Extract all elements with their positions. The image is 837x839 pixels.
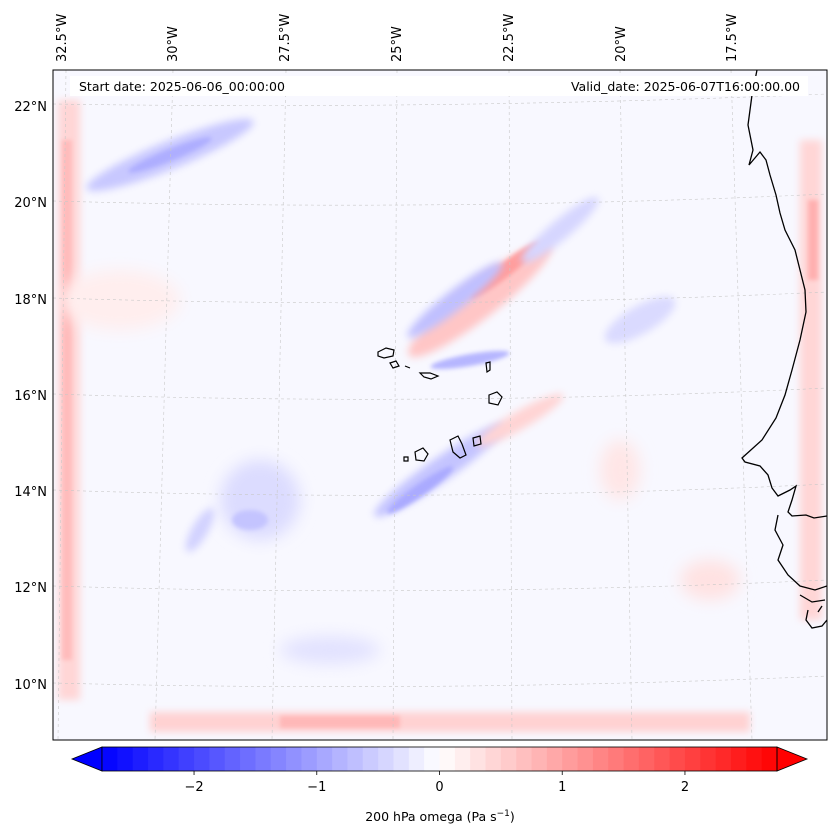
lat-label: 22°N	[14, 100, 47, 115]
lat-label: 14°N	[14, 485, 47, 500]
coastline-west-africa	[741, 70, 827, 519]
map-panel	[53, 70, 827, 740]
colorbar-segment	[746, 747, 763, 771]
island-santo-antao	[377, 347, 395, 359]
cape-verde-islands	[377, 347, 503, 462]
colorbar-extend-min	[70, 746, 103, 772]
header-box	[70, 76, 808, 96]
colorbar-segment	[500, 747, 517, 771]
colorbar-ticks: −2 −1 0 1 2	[184, 771, 689, 795]
colorbar-segment	[194, 747, 210, 771]
start-date-label: Start date: 2025-06-06_00:00:00	[79, 79, 285, 94]
lon-label: 20°W	[614, 26, 629, 62]
latitude-labels: 22°N 20°N 18°N 16°N 14°N 12°N 10°N	[14, 100, 47, 693]
colorbar-segment	[102, 747, 118, 771]
colorbar-segment	[148, 747, 164, 771]
colorbar-segment	[347, 747, 364, 771]
coastline	[741, 70, 827, 629]
colorbar-segment	[240, 747, 256, 771]
island-sao-vicente	[389, 360, 400, 369]
colorbar-segment	[546, 747, 563, 771]
graticule	[53, 70, 827, 740]
colorbar-extend-max	[776, 746, 809, 772]
colorbar-segment	[332, 747, 348, 771]
lon-label: 32.5°W	[55, 14, 70, 62]
colorbar-segment	[132, 747, 149, 771]
colorbar-segment	[408, 747, 425, 771]
lat-label: 16°N	[14, 389, 47, 404]
colorbar-segment	[516, 747, 533, 771]
colorbar-label: 200 hPa omega (Pa s−1)	[365, 809, 515, 824]
colorbar-segment	[485, 747, 502, 771]
island-brava	[403, 456, 409, 462]
colorbar-segment	[178, 747, 195, 771]
colorbar-segment	[715, 747, 732, 771]
colorbar-segment	[623, 747, 640, 771]
colorbar-segment	[562, 747, 579, 771]
colorbar-label-suffix: )	[510, 809, 515, 824]
colorbar-segment	[286, 747, 302, 771]
lon-label: 25°W	[390, 26, 405, 62]
lat-label: 10°N	[14, 678, 47, 693]
valid-date-label: Valid_date: 2025-06-07T16:00:00.00	[571, 79, 800, 94]
lon-label: 17.5°W	[725, 14, 740, 62]
colorbar-segment	[424, 747, 440, 771]
lat-label: 12°N	[14, 581, 47, 596]
colorbar-segment	[117, 747, 134, 771]
colorbar-segment	[301, 747, 318, 771]
colorbar-label-exponent: −1	[497, 809, 510, 819]
island-boa-vista	[488, 391, 503, 406]
lon-label: 22.5°W	[502, 14, 517, 62]
island-santiago	[449, 435, 467, 459]
colorbar-segment	[654, 747, 671, 771]
colorbar-segment	[378, 747, 394, 771]
colorbar-segment	[638, 747, 655, 771]
island-fogo	[414, 447, 429, 462]
colorbar-segment	[270, 747, 287, 771]
lat-label: 20°N	[14, 196, 47, 211]
colorbar-segment	[393, 747, 410, 771]
colorbar-segment	[730, 747, 747, 771]
colorbar-tick-label: 1	[558, 780, 566, 795]
colorbar-segment	[700, 747, 717, 771]
colorbar-segment	[209, 747, 226, 771]
colorbar-segment	[684, 747, 701, 771]
colorbar-segment	[163, 747, 180, 771]
colorbar-tick-label: −2	[184, 780, 203, 795]
colorbar-segment	[577, 747, 594, 771]
lon-label: 27.5°W	[278, 14, 293, 62]
colorbar-segment	[224, 747, 241, 771]
omega-field	[58, 100, 822, 732]
colorbar-segments	[102, 747, 778, 771]
lat-label: 18°N	[14, 293, 47, 308]
lon-label: 30°W	[166, 26, 181, 62]
colorbar-segment	[316, 747, 333, 771]
colorbar-segment	[608, 747, 625, 771]
colorbar: −2 −1 0 1 2 200 hPa omega (Pa s−1)	[70, 746, 809, 824]
map-frame	[52, 69, 828, 741]
colorbar-segment	[761, 747, 778, 771]
colorbar-tick-label: 0	[435, 780, 443, 795]
colorbar-segment	[454, 747, 471, 771]
island-sal	[485, 361, 491, 374]
colorbar-segment	[362, 747, 379, 771]
colorbar-segment	[669, 747, 686, 771]
longitude-labels: 32.5°W 30°W 27.5°W 25°W 22.5°W 20°W 17.5…	[55, 14, 740, 62]
colorbar-tick-label: 2	[681, 780, 689, 795]
colorbar-segment	[439, 747, 456, 771]
island-sao-nicolau	[418, 372, 440, 380]
colorbar-segment	[470, 747, 487, 771]
omega-field-background	[53, 70, 827, 740]
island-maio	[472, 435, 482, 447]
colorbar-tick-label: −1	[307, 780, 326, 795]
colorbar-segment	[531, 747, 548, 771]
colorbar-segment	[255, 747, 272, 771]
colorbar-segment	[592, 747, 609, 771]
